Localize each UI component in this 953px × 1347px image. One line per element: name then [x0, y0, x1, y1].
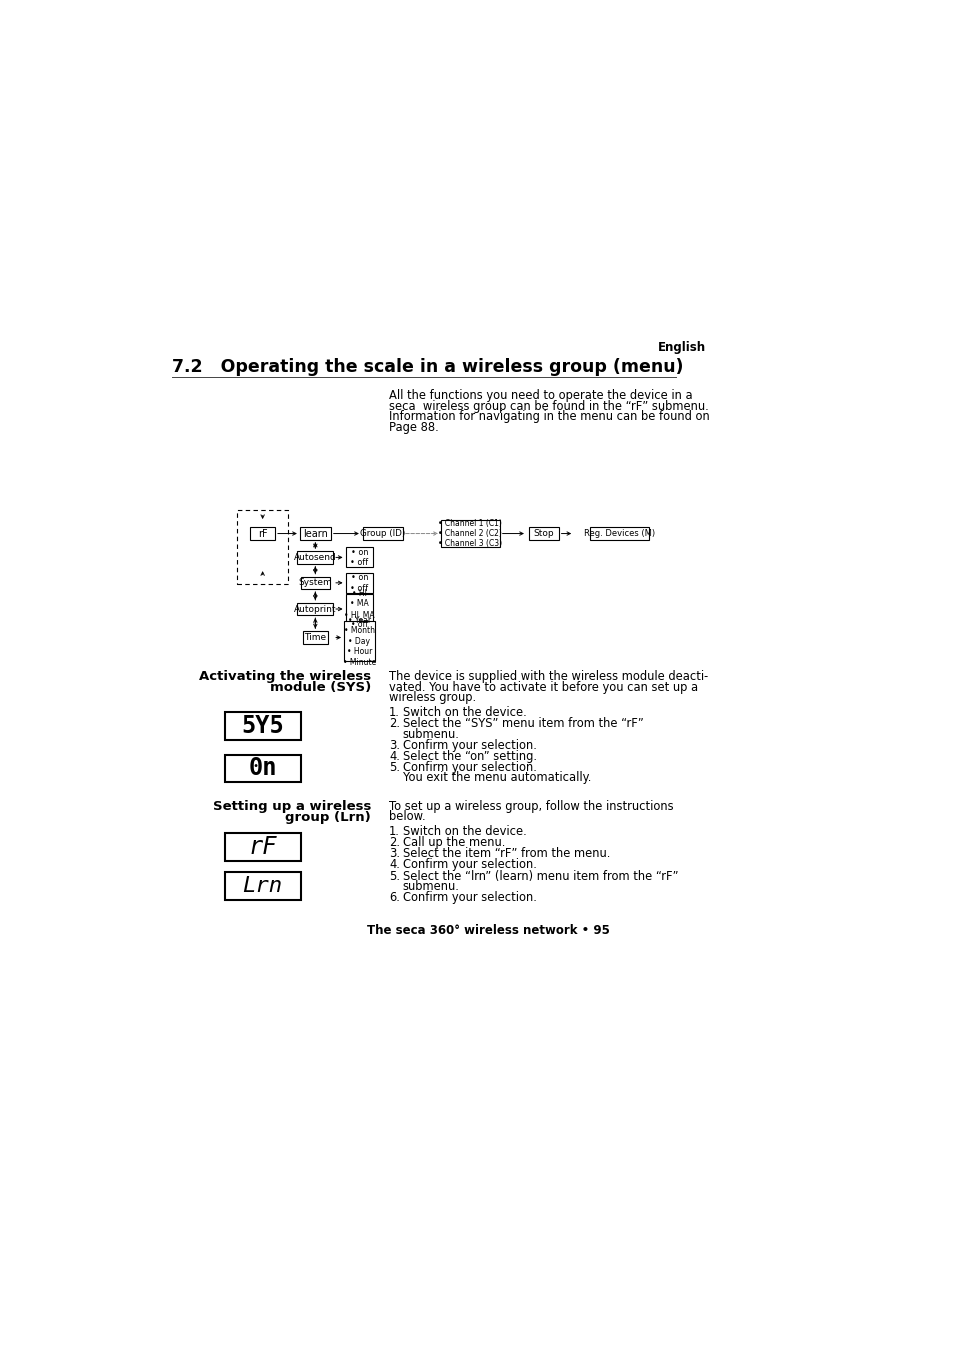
- Text: Select the “SYS” menu item from the “rF”: Select the “SYS” menu item from the “rF”: [402, 717, 643, 730]
- FancyBboxPatch shape: [224, 754, 300, 783]
- FancyBboxPatch shape: [529, 528, 558, 540]
- Text: 5.: 5.: [389, 870, 399, 882]
- Text: 3.: 3.: [389, 847, 399, 861]
- FancyBboxPatch shape: [303, 632, 328, 644]
- FancyBboxPatch shape: [362, 528, 402, 540]
- Text: group (Lrn): group (Lrn): [285, 811, 371, 824]
- Text: below.: below.: [389, 811, 425, 823]
- Text: English: English: [658, 341, 705, 354]
- Text: submenu.: submenu.: [402, 880, 459, 893]
- Text: Call up the menu.: Call up the menu.: [402, 836, 505, 849]
- Text: • on
• off: • on • off: [350, 572, 368, 593]
- Text: Lrn: Lrn: [242, 876, 282, 896]
- Text: 1.: 1.: [389, 706, 399, 719]
- Text: 2.: 2.: [389, 717, 399, 730]
- FancyBboxPatch shape: [440, 520, 499, 547]
- Text: Confirm your selection.: Confirm your selection.: [402, 858, 537, 872]
- Text: 6.: 6.: [389, 892, 399, 904]
- Text: rF: rF: [248, 835, 276, 859]
- Text: 4.: 4.: [389, 750, 399, 762]
- Text: The seca 360° wireless network • 95: The seca 360° wireless network • 95: [367, 924, 610, 938]
- FancyBboxPatch shape: [345, 547, 373, 567]
- Text: 4.: 4.: [389, 858, 399, 872]
- Text: Activating the wireless: Activating the wireless: [199, 669, 371, 683]
- Text: Page 88.: Page 88.: [389, 422, 438, 434]
- Text: 0n: 0n: [248, 757, 276, 780]
- FancyBboxPatch shape: [236, 509, 288, 583]
- Text: submenu.: submenu.: [402, 727, 459, 741]
- Text: You exit the menu automatically.: You exit the menu automatically.: [402, 772, 591, 784]
- Text: Reg. Devices (M): Reg. Devices (M): [583, 529, 654, 537]
- Text: Stop: Stop: [533, 529, 554, 537]
- Text: Group (ID): Group (ID): [359, 529, 405, 537]
- FancyBboxPatch shape: [250, 528, 274, 540]
- FancyBboxPatch shape: [224, 834, 300, 861]
- FancyBboxPatch shape: [299, 528, 331, 540]
- Text: 1.: 1.: [389, 824, 399, 838]
- Text: Confirm your selection.: Confirm your selection.: [402, 761, 537, 775]
- Text: Switch on the device.: Switch on the device.: [402, 824, 526, 838]
- FancyBboxPatch shape: [300, 577, 330, 589]
- Text: System: System: [298, 578, 332, 587]
- Text: wireless group.: wireless group.: [389, 691, 476, 704]
- Text: Time: Time: [304, 633, 326, 643]
- Text: • HI
• MA
• HI_MA
• off: • HI • MA • HI_MA • off: [344, 589, 375, 629]
- Text: rF: rF: [257, 528, 267, 539]
- Text: Confirm your selection.: Confirm your selection.: [402, 892, 537, 904]
- FancyBboxPatch shape: [297, 603, 333, 616]
- Text: • Channel 1 (C1)
• Channel 2 (C2)
• Channel 3 (C3): • Channel 1 (C1) • Channel 2 (C2) • Chan…: [437, 519, 502, 548]
- Text: Autosend: Autosend: [294, 552, 336, 562]
- Text: module (SYS): module (SYS): [270, 682, 371, 695]
- FancyBboxPatch shape: [224, 872, 300, 900]
- Text: All the functions you need to operate the device in a: All the functions you need to operate th…: [389, 389, 692, 401]
- FancyBboxPatch shape: [297, 551, 333, 563]
- Text: 3.: 3.: [389, 738, 399, 752]
- FancyBboxPatch shape: [345, 572, 373, 593]
- Text: Information for navigating in the menu can be found on: Information for navigating in the menu c…: [389, 411, 709, 423]
- Text: Switch on the device.: Switch on the device.: [402, 706, 526, 719]
- Text: The device is supplied with the wireless module deacti-: The device is supplied with the wireless…: [389, 669, 707, 683]
- Text: 5.: 5.: [389, 761, 399, 775]
- FancyBboxPatch shape: [345, 594, 373, 624]
- Text: learn: learn: [302, 528, 328, 539]
- Text: 7.2   Operating the scale in a wireless group (menu): 7.2 Operating the scale in a wireless gr…: [172, 358, 682, 376]
- Text: seca  wireless group can be found in the “rF” submenu.: seca wireless group can be found in the …: [389, 400, 708, 412]
- Text: 5Y5: 5Y5: [241, 714, 284, 738]
- Text: • Year
• Month
• Day
• Hour
• Minute: • Year • Month • Day • Hour • Minute: [342, 616, 375, 667]
- Text: • on
• off: • on • off: [350, 548, 368, 567]
- Text: Select the item “rF” from the menu.: Select the item “rF” from the menu.: [402, 847, 610, 861]
- Text: 2.: 2.: [389, 836, 399, 849]
- Text: Select the “lrn” (learn) menu item from the “rF”: Select the “lrn” (learn) menu item from …: [402, 870, 678, 882]
- Text: To set up a wireless group, follow the instructions: To set up a wireless group, follow the i…: [389, 800, 673, 812]
- FancyBboxPatch shape: [589, 528, 648, 540]
- Text: Autoprint: Autoprint: [294, 605, 336, 613]
- Text: Confirm your selection.: Confirm your selection.: [402, 738, 537, 752]
- Text: vated. You have to activate it before you can set up a: vated. You have to activate it before yo…: [389, 680, 698, 694]
- FancyBboxPatch shape: [224, 713, 300, 740]
- FancyBboxPatch shape: [344, 621, 375, 661]
- Text: Select the “on” setting.: Select the “on” setting.: [402, 750, 537, 762]
- Text: Setting up a wireless: Setting up a wireless: [213, 800, 371, 812]
